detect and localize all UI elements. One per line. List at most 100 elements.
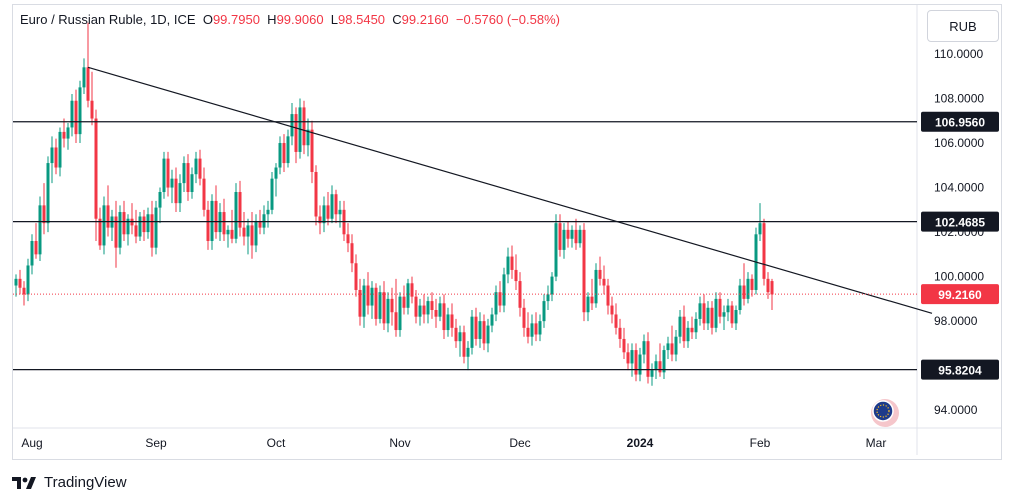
candle-body bbox=[666, 343, 670, 351]
candle-body bbox=[566, 229, 570, 239]
candle-body bbox=[266, 209, 270, 215]
candle-body bbox=[394, 312, 398, 331]
currency-button[interactable]: RUB bbox=[927, 10, 999, 42]
open-label: O bbox=[202, 12, 213, 27]
candle-body bbox=[338, 209, 342, 215]
brand-name: TradingView bbox=[44, 474, 127, 491]
candle-body bbox=[318, 216, 322, 224]
candle-body bbox=[434, 310, 438, 317]
candle-body bbox=[278, 143, 282, 168]
candle-body bbox=[334, 194, 338, 215]
candle-body bbox=[718, 298, 722, 317]
current-price-badge bbox=[921, 284, 999, 305]
x-tick-label: 2024 bbox=[627, 436, 654, 450]
candle-body bbox=[586, 296, 590, 313]
low-value: 98.5450 bbox=[338, 12, 386, 27]
candle-body bbox=[206, 209, 210, 241]
candle-body bbox=[198, 158, 202, 179]
candle-body bbox=[170, 178, 174, 188]
candle-body bbox=[214, 200, 218, 233]
candle-body bbox=[194, 158, 198, 175]
candle-body bbox=[682, 316, 686, 342]
candle-body bbox=[530, 323, 534, 337]
candle-body bbox=[66, 127, 70, 139]
candle-body bbox=[674, 336, 678, 355]
candle-body bbox=[554, 223, 558, 277]
candle-body bbox=[478, 321, 482, 339]
levels: 106.9560 102.4685 95.8204 99.2160 bbox=[13, 66, 999, 380]
y-tick-label: 98.0000 bbox=[934, 314, 978, 328]
candle-body bbox=[506, 256, 510, 275]
candle-body bbox=[470, 316, 474, 348]
candle-body bbox=[598, 269, 602, 279]
candle-body bbox=[714, 298, 718, 328]
candle-body bbox=[486, 325, 490, 344]
globe-icon[interactable] bbox=[870, 398, 900, 433]
candle-body bbox=[238, 192, 242, 228]
chart-frame bbox=[12, 4, 1002, 460]
candle-body bbox=[494, 292, 498, 315]
candle-body bbox=[70, 100, 74, 128]
low-label: L bbox=[330, 12, 339, 27]
candle-body bbox=[698, 303, 702, 319]
candle-body bbox=[730, 305, 734, 324]
candle-body bbox=[694, 318, 698, 333]
x-tick-label: Aug bbox=[21, 436, 42, 450]
candle-body bbox=[230, 229, 234, 239]
candle-body bbox=[22, 287, 26, 295]
candle-body bbox=[722, 312, 726, 317]
candle-body bbox=[538, 321, 542, 335]
current-price-label: 99.2160 bbox=[938, 288, 982, 302]
candle-body bbox=[606, 285, 610, 306]
axes: 110.0000 108.0000 106.0000 104.0000 102.0000… bbox=[21, 47, 984, 450]
candle-body bbox=[158, 192, 162, 208]
high-label: H bbox=[267, 12, 277, 27]
candle-body bbox=[534, 323, 538, 335]
candle-body bbox=[462, 332, 466, 357]
level-badge-label: 106.9560 bbox=[935, 116, 985, 130]
candle-body bbox=[654, 361, 658, 371]
symbol-legend: Euro / Russian Ruble, 1D, ICE O99.7950 H… bbox=[20, 12, 560, 27]
candle-body bbox=[422, 305, 426, 315]
candle-body bbox=[142, 216, 146, 233]
candle-body bbox=[294, 114, 298, 152]
candle-body bbox=[274, 167, 278, 179]
candle-body bbox=[738, 285, 742, 311]
grid bbox=[13, 5, 1001, 455]
candle-body bbox=[78, 87, 82, 135]
candle-body bbox=[622, 338, 626, 353]
candle-body bbox=[690, 327, 694, 333]
candle-body bbox=[406, 283, 410, 308]
candle-body bbox=[246, 225, 250, 237]
candle-body bbox=[610, 305, 614, 315]
candle-body bbox=[226, 229, 230, 235]
candle-body bbox=[254, 220, 258, 246]
candle-body bbox=[678, 316, 682, 337]
candle-body bbox=[590, 296, 594, 304]
tradingview-logo[interactable]: TradingView bbox=[12, 474, 127, 491]
x-tick-label: Sep bbox=[145, 436, 167, 450]
candle-body bbox=[262, 214, 266, 228]
candle-body bbox=[490, 314, 494, 326]
candle-body bbox=[594, 269, 598, 304]
candle-body bbox=[578, 229, 582, 244]
candle-body bbox=[702, 303, 706, 324]
candle-body bbox=[662, 350, 666, 373]
candle-body bbox=[326, 205, 330, 219]
candle-body bbox=[134, 225, 138, 237]
candle-body bbox=[270, 178, 274, 210]
candle-body bbox=[390, 298, 394, 313]
level-badge-label: 102.4685 bbox=[935, 216, 985, 230]
candle-body bbox=[502, 274, 506, 306]
x-tick-label: Nov bbox=[389, 436, 410, 450]
candle-body bbox=[370, 287, 374, 306]
candle-body bbox=[630, 350, 634, 364]
y-tick-label: 110.0000 bbox=[934, 47, 983, 61]
candle-body bbox=[550, 276, 554, 295]
candle-body bbox=[166, 158, 170, 188]
candle-body bbox=[14, 278, 18, 286]
y-tick-label: 100.0000 bbox=[934, 270, 984, 284]
candle-body bbox=[766, 278, 770, 293]
candle-body bbox=[314, 171, 318, 217]
